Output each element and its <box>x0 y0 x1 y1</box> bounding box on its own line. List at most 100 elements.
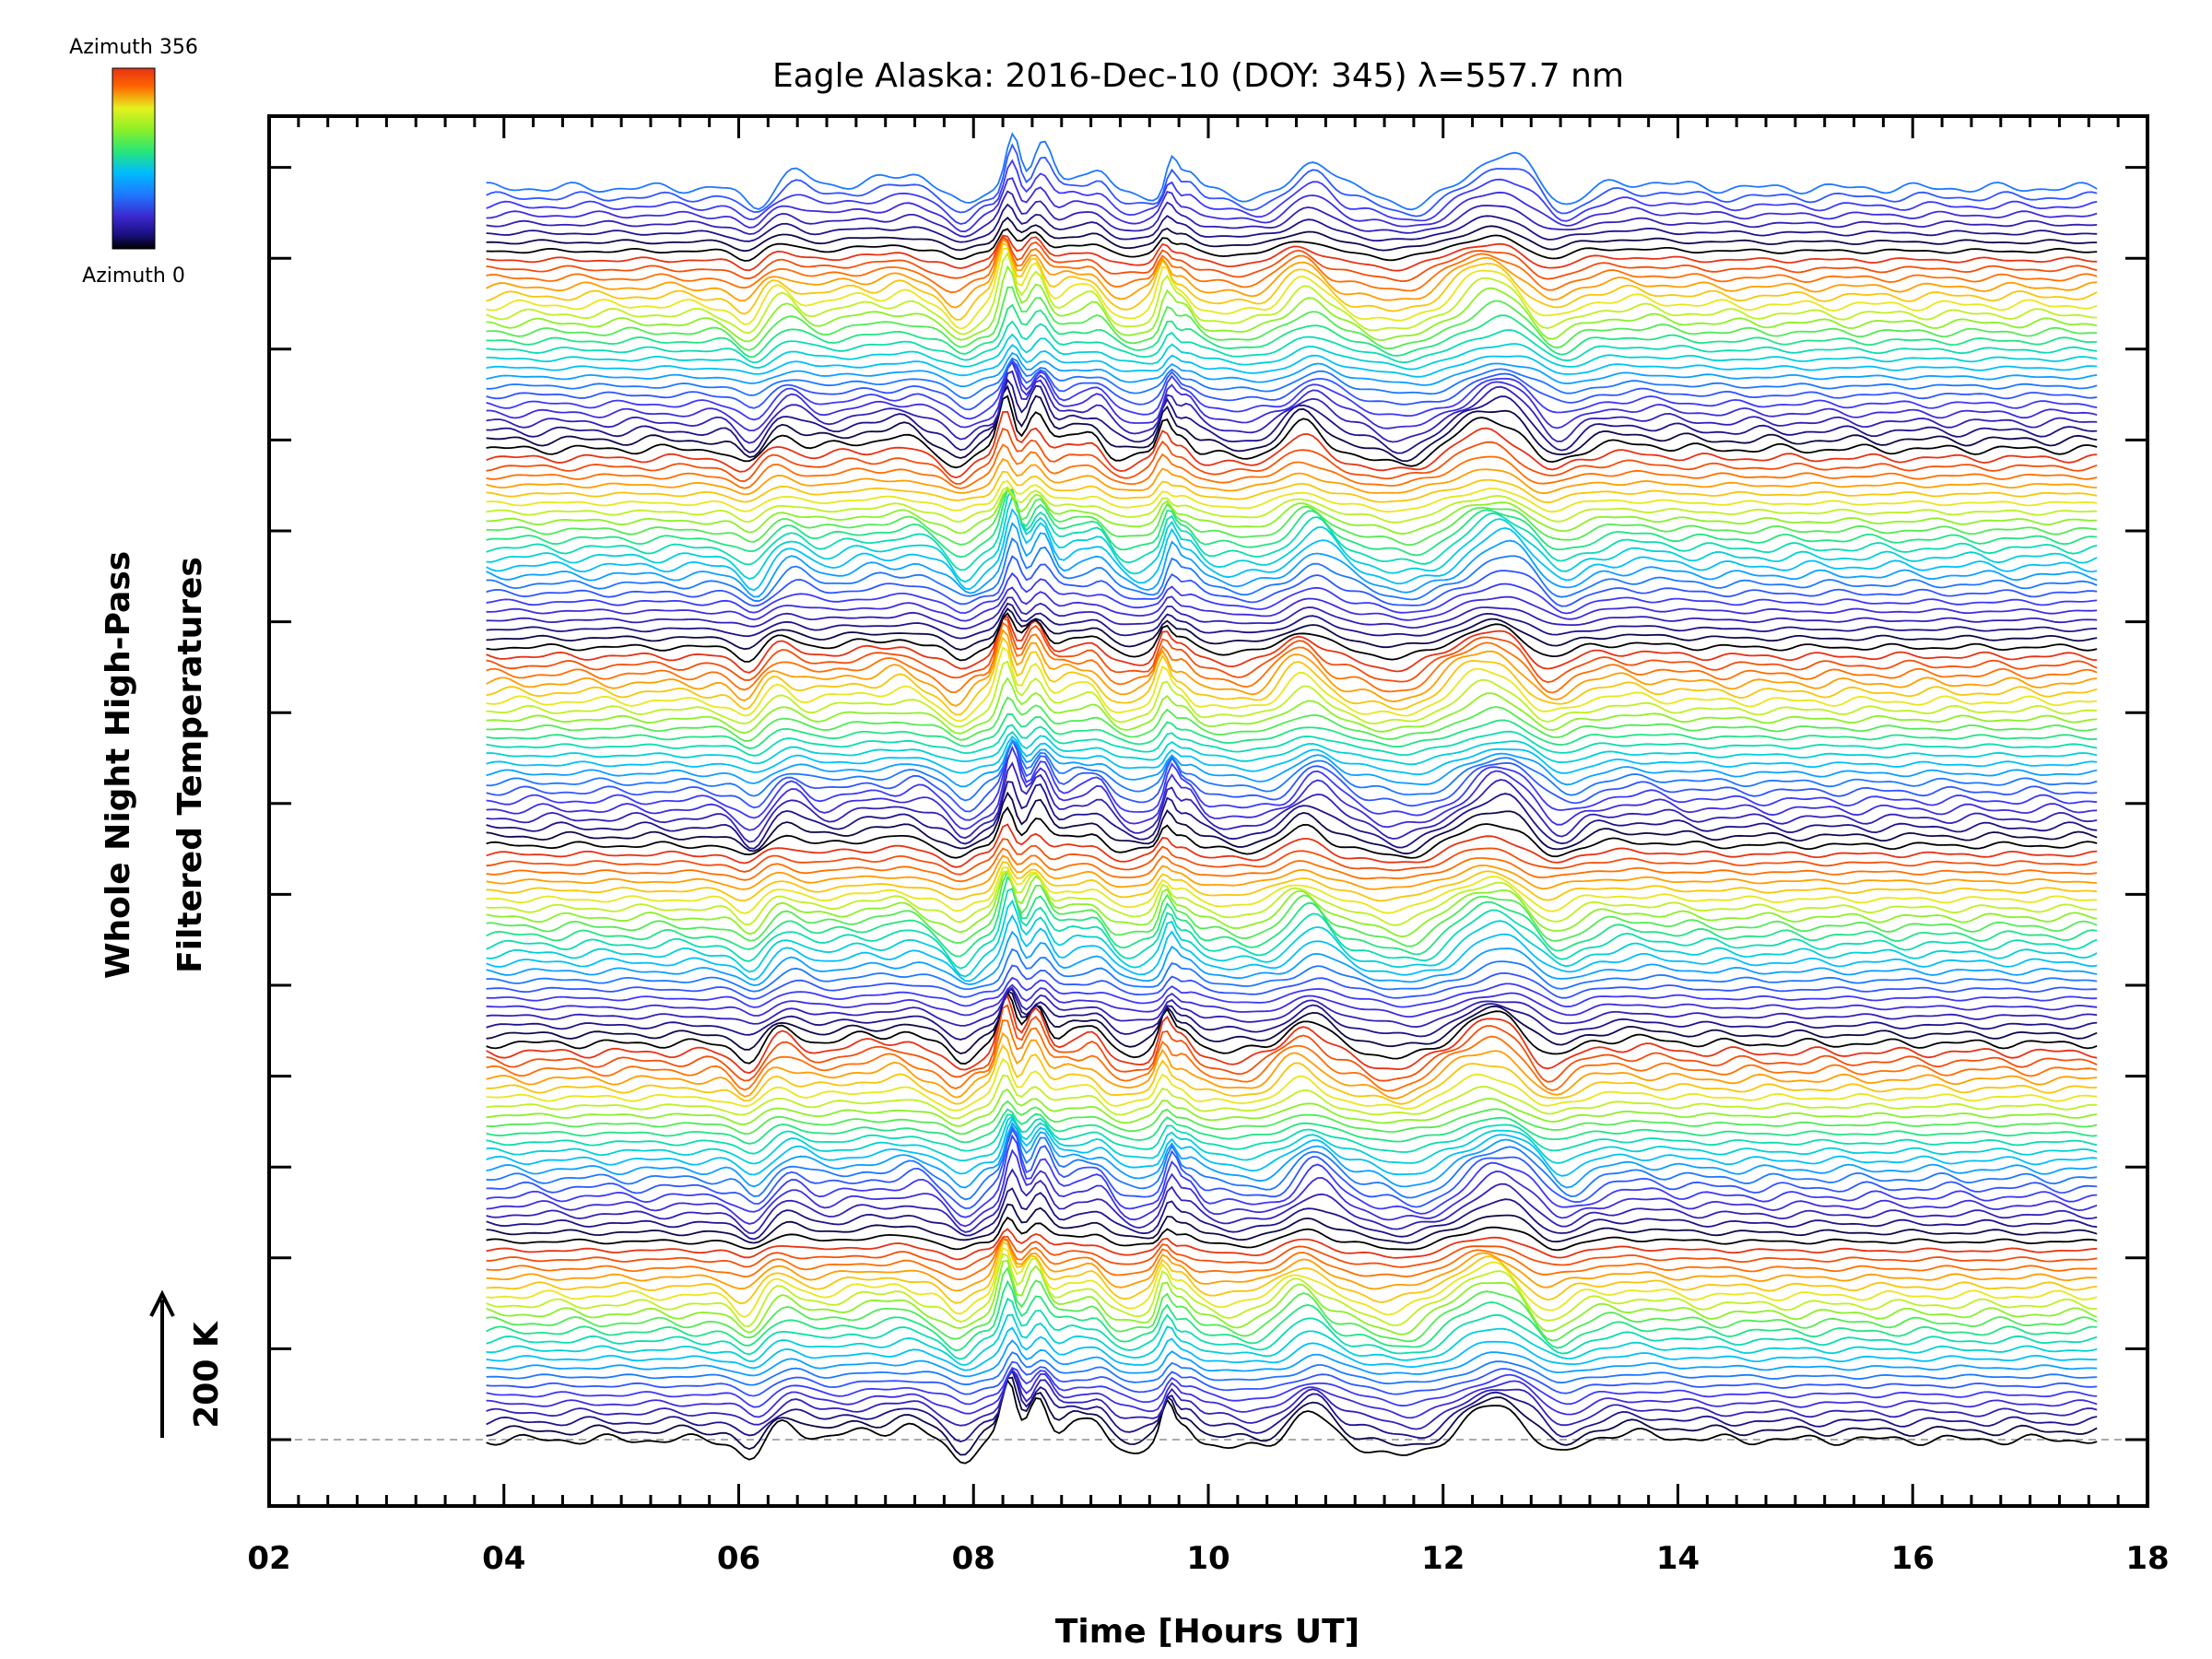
temperature-series-line <box>486 1108 2098 1145</box>
axis-ticks <box>267 116 2149 1506</box>
temperature-series-line <box>486 781 2098 850</box>
temperature-series-line <box>486 488 2098 535</box>
temperature-series-line <box>486 870 2098 926</box>
temperature-series-line <box>486 990 2098 1065</box>
temperature-series-line <box>486 360 2098 431</box>
temperature-series-line <box>486 1203 2098 1244</box>
temperature-series-line <box>486 234 2098 272</box>
temperature-series-line <box>486 899 2098 978</box>
temperature-series-line <box>486 1326 2098 1371</box>
x-tick-label: 10 <box>1186 1540 1230 1577</box>
temperature-series-line <box>486 1279 2098 1352</box>
temperature-series-line <box>486 1004 2098 1083</box>
temperature-series-line <box>486 358 2098 421</box>
temperature-series-line <box>486 838 2098 876</box>
temperature-series-line <box>486 1148 2098 1228</box>
temperature-series-line <box>486 251 2098 335</box>
temperature-series-line <box>486 983 2098 1018</box>
temperature-series-line <box>486 1216 2098 1252</box>
temperature-series-line <box>486 247 2098 330</box>
temperature-series-line <box>486 712 2098 749</box>
temperature-series-line <box>486 333 2098 371</box>
temperature-series-line <box>486 488 2098 571</box>
temperature-series-line <box>486 847 2098 883</box>
x-tick-label: 18 <box>2125 1540 2169 1577</box>
temperature-series-line <box>486 143 2098 218</box>
temperature-series-line <box>486 988 2098 1041</box>
temperature-series-line <box>486 738 2098 788</box>
temperature-series-line <box>486 228 2098 262</box>
temperature-series-line <box>486 1127 2098 1210</box>
temperature-series-line <box>486 989 2098 1054</box>
temperature-series-line <box>486 470 2098 504</box>
temperature-series-line <box>486 238 2098 309</box>
temperature-series-line <box>486 265 2098 343</box>
temperature-series-line <box>486 660 2098 728</box>
temperature-series-line <box>486 235 2098 294</box>
temperature-series-line <box>486 869 2098 947</box>
temperature-series-line <box>486 571 2098 615</box>
temperature-series-line <box>486 1339 2098 1378</box>
temperature-series-line <box>486 1367 2098 1408</box>
temperature-series-line <box>486 1124 2098 1201</box>
x-tick-labels: 02 04 06 08 10 12 14 16 18 <box>247 1540 2169 1577</box>
temperature-series-line <box>486 488 2098 559</box>
x-tick-label: 14 <box>1656 1540 1700 1577</box>
temperature-series-line <box>486 303 2098 359</box>
temperature-series-line <box>486 1259 2098 1335</box>
temperature-series-line <box>486 1100 2098 1135</box>
temperature-series-line <box>486 190 2098 238</box>
temperature-series-line <box>486 823 2098 868</box>
temperature-series-line <box>486 1228 2098 1261</box>
temperature-series-line <box>486 1297 2098 1360</box>
temperature-series-line <box>486 1313 2098 1367</box>
temperature-series-line <box>486 217 2098 253</box>
temperature-series-line <box>486 646 2098 723</box>
temperature-series-line <box>486 677 2098 735</box>
temperature-series-line <box>486 286 2098 351</box>
temperature-series-line <box>486 612 2098 663</box>
colorbar-max-label: Azimuth 356 <box>69 36 198 59</box>
temperature-series-line <box>486 1116 2098 1177</box>
temperature-series-line <box>486 378 2098 454</box>
temperature-series-line <box>486 866 2098 914</box>
temperature-series-line <box>486 428 2098 485</box>
temperature-series-line <box>486 1378 2098 1465</box>
temperature-series-line <box>486 738 2098 821</box>
temperature-series-line <box>486 930 2098 987</box>
temperature-series-line <box>486 351 2098 387</box>
temperature-series-line <box>486 241 2098 321</box>
colorbar-gradient <box>112 67 156 250</box>
temperature-series-line <box>486 731 2098 766</box>
temperature-series-line <box>486 724 2098 757</box>
plot-frame <box>267 114 2149 1508</box>
colorbar-min-label: Azimuth 0 <box>82 265 185 288</box>
temperature-series-line <box>486 177 2098 233</box>
temperature-series-line <box>486 1121 2098 1189</box>
temperature-series-line <box>486 629 2098 707</box>
temperature-series-line <box>486 607 2098 651</box>
temperature-series-line <box>486 1187 2098 1241</box>
y-axis-label-line1: Whole Night High-Pass <box>100 551 137 979</box>
scale-bar-arrowhead <box>149 1289 175 1317</box>
colorbar: Azimuth 356 Azimuth 0 <box>69 36 198 288</box>
temperature-series-line <box>486 344 2098 378</box>
temperature-series-line <box>486 621 2098 694</box>
temperature-series-line <box>486 1043 2098 1105</box>
temperature-series-line <box>486 1134 2098 1218</box>
y-axis-label-line2: Filtered Temperatures <box>171 557 209 973</box>
temperature-series-line <box>486 761 2098 843</box>
temperature-series-line <box>486 1241 2098 1305</box>
temperature-series-line <box>486 854 2098 890</box>
temperature-series-line <box>486 616 2098 674</box>
scale-bar-label: 200 K <box>188 1321 226 1429</box>
temperature-series-line <box>486 994 2098 1075</box>
temperature-series-line <box>486 1253 2098 1327</box>
x-axis-label: Time [Hours UT] <box>1055 1613 1359 1651</box>
temperature-series-line <box>486 596 2098 630</box>
temperature-series-line <box>486 1266 2098 1343</box>
temperature-series-line <box>486 486 2098 524</box>
temperature-series-line <box>486 536 2098 603</box>
temperature-series-line <box>486 159 2098 225</box>
